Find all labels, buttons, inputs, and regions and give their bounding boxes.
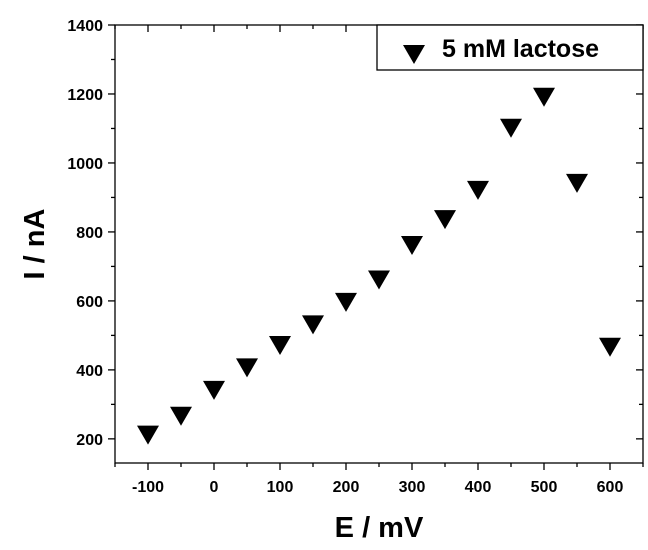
data-point xyxy=(533,87,555,107)
y-tick-label: 1400 xyxy=(67,18,103,35)
x-tick-label: 500 xyxy=(531,479,558,496)
data-point xyxy=(401,236,423,255)
data-point xyxy=(269,336,291,356)
x-tick-label: 100 xyxy=(267,479,294,496)
legend-label: 5 mM lactose xyxy=(442,35,599,63)
data-point xyxy=(500,118,522,138)
data-point xyxy=(368,270,390,290)
y-axis-title: I / nA xyxy=(19,209,51,280)
x-tick-label: 200 xyxy=(333,479,360,496)
plot-frame xyxy=(114,24,644,464)
data-point xyxy=(599,337,621,357)
data-point xyxy=(335,292,357,312)
y-tick-label: 400 xyxy=(76,363,103,380)
y-tick-label: 1000 xyxy=(67,156,103,173)
y-tick-label: 200 xyxy=(76,432,103,449)
legend: 5 mM lactose xyxy=(376,24,644,71)
y-tick-label: 600 xyxy=(76,294,103,311)
tick-marks xyxy=(108,24,644,470)
x-tick-label: 400 xyxy=(465,479,492,496)
data-point xyxy=(434,210,456,230)
legend-marker xyxy=(403,45,425,64)
y-tick-labels: 200 400 600 800 1000 1200 1400 xyxy=(67,18,103,449)
y-tick-label: 800 xyxy=(76,225,103,242)
data-point xyxy=(566,173,588,193)
data-point xyxy=(302,315,324,335)
y-tick-label: 1200 xyxy=(67,87,103,104)
data-point xyxy=(137,425,159,445)
x-tick-label: 600 xyxy=(597,479,624,496)
x-tick-label: -100 xyxy=(132,479,164,496)
x-tick-label: 0 xyxy=(210,479,219,496)
x-tick-labels: -100 0 100 200 300 400 500 600 xyxy=(132,479,623,496)
data-point xyxy=(467,180,489,200)
data-points xyxy=(137,87,621,445)
data-point xyxy=(203,380,225,400)
x-axis-title: E / mV xyxy=(335,512,424,544)
x-tick-label: 300 xyxy=(399,479,426,496)
data-point xyxy=(170,406,192,426)
data-point xyxy=(236,358,258,378)
